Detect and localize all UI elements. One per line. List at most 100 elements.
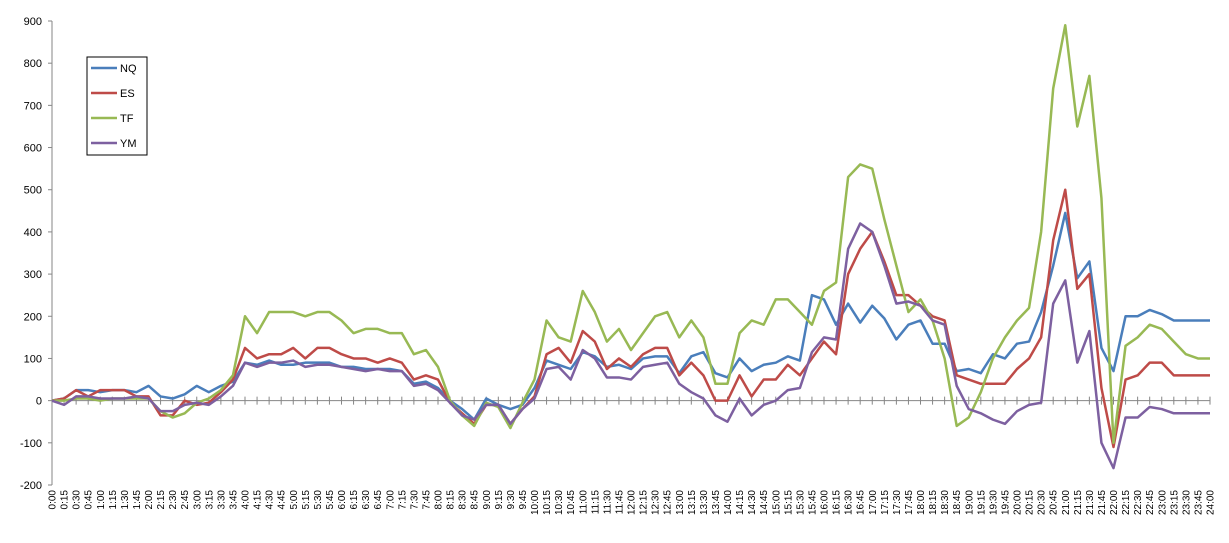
x-tick-label: 15:45 [807, 490, 818, 515]
x-tick-label: 20:45 [1049, 490, 1060, 515]
x-tick-label: 5:30 [313, 490, 324, 510]
x-tick-label: 0:15 [60, 490, 71, 510]
legend-label: ES [120, 88, 135, 100]
x-tick-label: 7:30 [409, 490, 420, 510]
legend-label: NQ [120, 63, 137, 75]
x-tick-label: 22:15 [1121, 490, 1132, 515]
x-tick-label: 17:30 [892, 490, 903, 515]
x-tick-label: 16:30 [844, 490, 855, 515]
x-tick-label: 9:15 [494, 490, 505, 510]
x-tick-label: 3:00 [192, 490, 203, 510]
y-tick-label: 800 [24, 58, 42, 70]
x-tick-label: 13:00 [675, 490, 686, 515]
x-tick-label: 22:30 [1133, 490, 1144, 515]
x-tick-label: 15:00 [771, 490, 782, 515]
x-tick-label: 7:00 [385, 490, 396, 510]
x-tick-label: 1:15 [108, 490, 119, 510]
x-tick-label: 20:15 [1025, 490, 1036, 515]
x-tick-label: 21:00 [1061, 490, 1072, 515]
x-tick-label: 1:45 [132, 490, 143, 510]
y-tick-label: 400 [24, 227, 42, 239]
legend: NQ ES TF YM [86, 56, 148, 156]
x-tick-label: 1:00 [96, 490, 107, 510]
x-tick-label: 4:30 [265, 490, 276, 510]
x-tick-label: 8:45 [470, 490, 481, 510]
x-tick-label: 18:30 [940, 490, 951, 515]
x-tick-label: 21:15 [1073, 490, 1084, 515]
x-tick-label: 11:30 [602, 490, 613, 515]
x-tick-label: 15:30 [795, 490, 806, 515]
x-tick-label: 7:45 [421, 490, 432, 510]
series-line [51, 222, 1210, 470]
x-tick-label: 10:45 [566, 490, 577, 515]
x-tick-label: 6:30 [361, 490, 372, 510]
y-tick-label: 600 [24, 143, 42, 155]
x-tick-label: 3:30 [216, 490, 227, 510]
x-tick-label: 23:00 [1157, 490, 1168, 515]
x-tick-label: 17:00 [868, 490, 879, 515]
x-tick-label: 8:15 [446, 490, 457, 510]
x-tick-label: 11:45 [614, 490, 625, 515]
x-tick-label: 21:45 [1097, 490, 1108, 515]
legend-label: TF [120, 113, 134, 125]
x-tick-label: 3:45 [228, 490, 239, 510]
x-tick-label: 19:30 [988, 490, 999, 515]
y-tick-label: -200 [20, 480, 42, 492]
x-tick-label: 0:45 [84, 490, 95, 510]
x-tick-label: 18:45 [952, 490, 963, 515]
series-line [51, 188, 1210, 449]
y-tick-label: 0 [36, 396, 42, 408]
x-tick-label: 23:15 [1169, 490, 1180, 515]
x-tick-label: 10:30 [554, 490, 565, 515]
x-tick-label: 16:15 [832, 490, 843, 515]
x-tick-label: 4:15 [253, 490, 264, 510]
x-tick-label: 5:00 [289, 490, 300, 510]
x-tick-label: 5:15 [301, 490, 312, 510]
y-tick-label: 900 [24, 16, 42, 28]
x-tick-label: 13:30 [699, 490, 710, 515]
x-tick-label: 0:00 [48, 490, 59, 510]
x-tick-label: 22:45 [1145, 490, 1156, 515]
x-tick-label: 9:00 [482, 490, 493, 510]
x-tick-label: 17:45 [904, 490, 915, 515]
x-tick-label: 19:15 [976, 490, 987, 515]
x-tick-label: 7:15 [397, 490, 408, 510]
x-tick-label: 4:45 [277, 490, 288, 510]
x-tick-label: 2:00 [144, 490, 155, 510]
x-tick-label: 0:30 [72, 490, 83, 510]
series-line [52, 23, 1210, 445]
x-tick-label: 12:45 [663, 490, 674, 515]
x-tick-label: 5:45 [325, 490, 336, 510]
x-tick-label: 22:00 [1109, 490, 1120, 515]
x-tick-label: 15:15 [783, 490, 794, 515]
x-tick-label: 12:15 [639, 490, 650, 515]
legend-box [86, 56, 148, 156]
x-tick-label: 3:15 [204, 490, 215, 510]
x-tick-label: 13:15 [687, 490, 698, 515]
x-tick-label: 14:00 [723, 490, 734, 515]
x-tick-label: 14:30 [747, 490, 758, 515]
x-tick-label: 21:30 [1085, 490, 1096, 515]
x-tick-label: 14:45 [759, 490, 770, 515]
y-tick-label: 200 [24, 311, 42, 323]
x-tick-label: 11:15 [590, 490, 601, 515]
y-tick-label: 700 [24, 100, 42, 112]
x-tick-label: 4:00 [241, 490, 252, 510]
y-tick-label: 500 [24, 185, 42, 197]
x-tick-label: 18:00 [916, 490, 927, 515]
x-tick-label: 6:00 [337, 490, 348, 510]
x-tick-label: 9:45 [518, 490, 529, 510]
x-tick-label: 23:30 [1181, 490, 1192, 515]
x-tick-label: 11:00 [578, 490, 589, 515]
x-tick-label: 10:15 [542, 490, 553, 515]
x-tick-label: 12:00 [627, 490, 638, 515]
x-tick-label: 6:45 [373, 490, 384, 510]
x-tick-label: 18:15 [928, 490, 939, 515]
x-tick-label: 8:00 [434, 490, 445, 510]
x-tick-label: 2:15 [156, 490, 167, 510]
x-tick-label: 20:30 [1037, 490, 1048, 515]
x-tick-label: 19:45 [1000, 490, 1011, 515]
legend-label: YM [120, 138, 137, 150]
x-tick-label: 23:45 [1193, 490, 1204, 515]
